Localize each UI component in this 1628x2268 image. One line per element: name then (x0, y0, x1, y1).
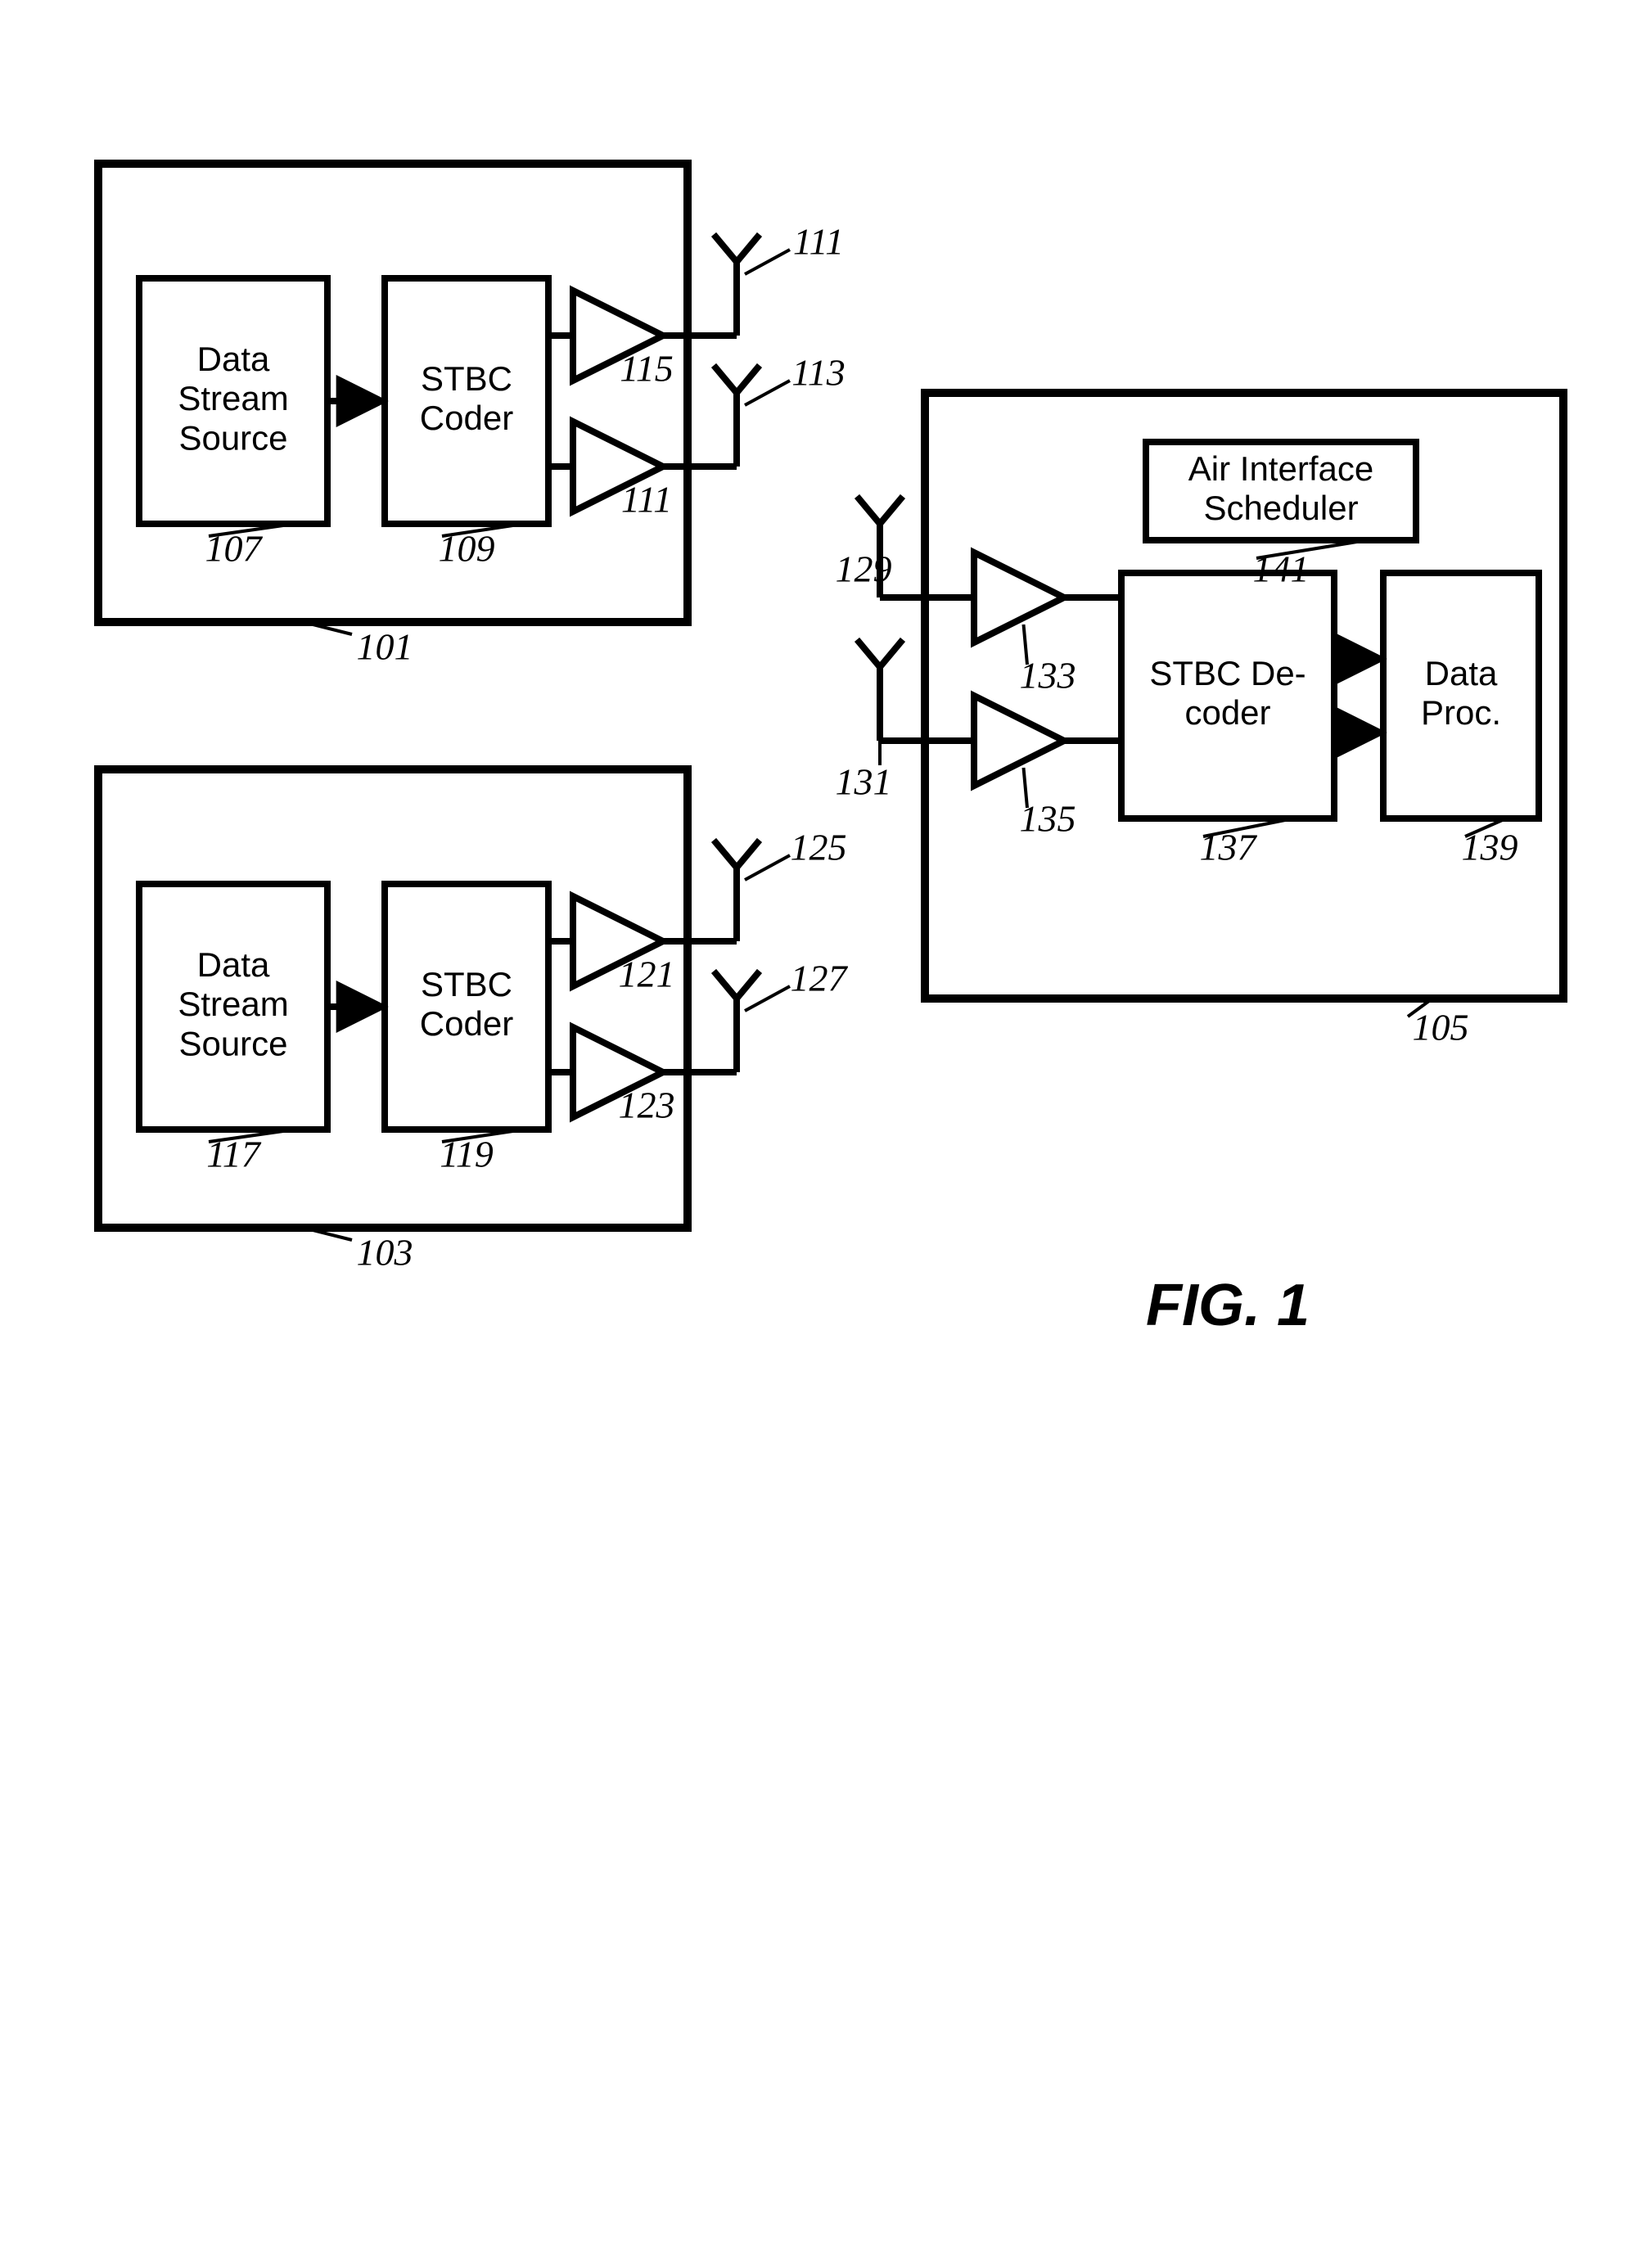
rx-proc-text: Proc. (1421, 693, 1501, 732)
tx1-coder-text: STBC (421, 965, 512, 1003)
rx-decoder-text: STBC De- (1149, 654, 1306, 692)
tx1-antenna-bot-arm-l (714, 971, 737, 999)
tx1-amp-top-label: 121 (619, 954, 675, 995)
rx-scheduler-text: Air Interface (1188, 449, 1373, 488)
tx0-ant-bot-label-leader (745, 381, 790, 405)
tx1-frame-label: 103 (357, 1232, 413, 1274)
rx-amp-top (974, 552, 1064, 643)
tx1-ds-label: 117 (206, 1134, 262, 1175)
figure-caption: FIG. 1 (1146, 1273, 1310, 1338)
tx1-antenna-top-arm-l (714, 840, 737, 868)
tx0-data-source-text: Source (178, 418, 287, 457)
rx-amp-bot (974, 696, 1064, 786)
tx1-data-source-text: Source (178, 1024, 287, 1062)
tx1-coder-label: 119 (440, 1134, 494, 1175)
tx0-amp-top-label: 115 (620, 348, 674, 390)
tx0-data-source-text: Data (197, 340, 270, 378)
tx1-ant-bot-label-leader (745, 986, 790, 1011)
tx0-ant-bot-label: 113 (791, 352, 846, 394)
tx0-coder-label: 109 (439, 528, 495, 570)
rx-antenna-top-arm-l (857, 496, 880, 524)
tx1-antenna-top-arm-r (737, 840, 760, 868)
tx0-antenna-bot-arm-l (714, 365, 737, 393)
rx-ant-top-label: 129 (836, 548, 892, 590)
rx-scheduler-label: 141 (1253, 548, 1310, 590)
tx0-ant-top-label: 111 (793, 221, 844, 263)
tx0-coder-text: STBC (421, 359, 512, 398)
tx0-ant-top-label-leader (745, 250, 790, 274)
rx-proc-text: Data (1425, 654, 1498, 692)
rx-decoder-text: coder (1184, 693, 1270, 732)
tx1-ant-top-label: 125 (791, 827, 847, 868)
rx-proc-label: 139 (1462, 827, 1518, 868)
tx1-data-source-text: Stream (178, 985, 288, 1023)
tx1-ant-top-label-leader (745, 855, 790, 880)
rx-antenna-bot-arm-l (857, 639, 880, 667)
tx0-coder-text: Coder (420, 399, 513, 437)
tx1-antenna-bot-arm-r (737, 971, 760, 999)
rx-frame-label: 105 (1413, 1007, 1469, 1048)
rx-decoder-label: 137 (1200, 827, 1258, 868)
tx0-antenna-top-arm-l (714, 234, 737, 262)
tx0-antenna-top-arm-r (737, 234, 760, 262)
tx0-ds-label: 107 (205, 528, 264, 570)
rx-antenna-bot-arm-r (880, 639, 903, 667)
tx0-amp-bot-label: 111 (621, 479, 672, 521)
tx1-ant-bot-label: 127 (791, 958, 849, 999)
rx-ant-bot-label: 131 (836, 761, 892, 803)
tx0-frame-label: 101 (357, 626, 413, 668)
tx1-amp-bot-label: 123 (619, 1084, 675, 1126)
tx1-data-source-text: Data (197, 945, 270, 984)
rx-amp-bot-label: 135 (1020, 798, 1076, 840)
rx-amp-top-label: 133 (1020, 655, 1076, 697)
tx1-coder-text: Coder (420, 1004, 513, 1043)
rx-antenna-top-arm-r (880, 496, 903, 524)
rx-scheduler-text: Scheduler (1203, 489, 1358, 527)
tx0-data-source-text: Stream (178, 379, 288, 417)
tx0-antenna-bot-arm-r (737, 365, 760, 393)
